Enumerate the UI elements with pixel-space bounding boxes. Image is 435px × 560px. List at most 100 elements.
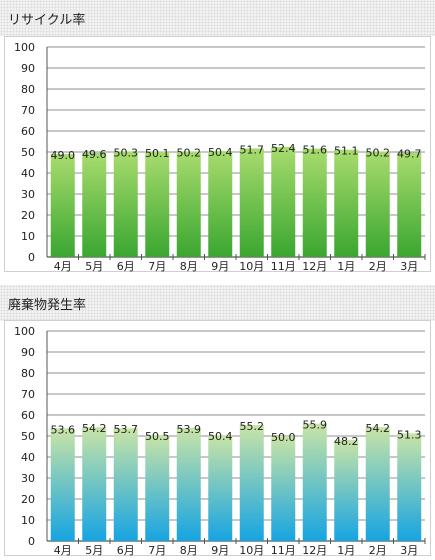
y-tick-label: 90 (21, 346, 35, 359)
waste-rate-header: 廃棄物発生率 (0, 285, 435, 321)
bar-value-label: 49.0 (51, 149, 76, 162)
x-category-label: 8月 (180, 544, 198, 557)
bar (50, 154, 75, 257)
bar-value-label: 53.6 (51, 423, 76, 436)
bar (82, 427, 107, 541)
bar-value-label: 54.2 (82, 422, 107, 435)
bar-value-label: 52.4 (271, 142, 296, 155)
bar-value-label: 53.9 (177, 423, 202, 436)
y-tick-label: 70 (21, 104, 35, 117)
bar (271, 436, 296, 541)
bar (113, 428, 138, 541)
x-category-label: 11月 (271, 260, 296, 273)
bar (397, 433, 422, 541)
x-category-label: 6月 (117, 260, 135, 273)
y-tick-label: 20 (21, 209, 35, 222)
bar-value-label: 50.2 (177, 147, 202, 160)
x-category-label: 2月 (369, 260, 387, 273)
y-tick-label: 30 (21, 188, 35, 201)
bar (239, 148, 264, 257)
bar-value-label: 50.2 (366, 147, 391, 160)
recycle-rate-chart: 0 10 20 30 40 50 60 70 80 90 100 49.0 4月 49.6 5月 50.3 6月… (4, 36, 431, 273)
bar (208, 435, 233, 541)
x-category-label: 4月 (54, 260, 72, 273)
x-category-label: 11月 (271, 544, 296, 557)
bar-value-label: 55.9 (303, 419, 328, 432)
recycle-rate-header: リサイクル率 (0, 0, 435, 36)
x-category-label: 10月 (239, 544, 264, 557)
bar (365, 151, 390, 257)
x-category-label: 6月 (117, 544, 135, 557)
waste-rate-title: 廃棄物発生率 (8, 298, 87, 313)
x-category-label: 3月 (400, 544, 418, 557)
y-tick-label: 10 (21, 230, 35, 243)
y-tick-label: 50 (21, 430, 35, 443)
chart-svg: 0 10 20 30 40 50 60 70 80 90 100 49.0 4月 49.6 5月 50.3 6月… (14, 41, 426, 273)
bar-value-label: 49.6 (82, 148, 107, 161)
bar (397, 152, 422, 257)
y-tick-label: 80 (21, 83, 35, 96)
x-category-label: 5月 (85, 544, 103, 557)
bar-value-label: 50.4 (208, 146, 233, 159)
bar-value-label: 50.5 (145, 430, 170, 443)
bar (365, 427, 390, 541)
y-tick-label: 60 (21, 409, 35, 422)
bar (271, 146, 296, 257)
bar (239, 425, 264, 541)
y-tick-label: 90 (21, 62, 35, 75)
bar (334, 439, 359, 541)
bar (302, 423, 327, 541)
bar (113, 151, 138, 257)
x-category-label: 10月 (239, 260, 264, 273)
chart-svg: 0 10 20 30 40 50 60 70 80 90 100 53.6 4月 54.2 5月 53.7 6月… (14, 325, 426, 557)
x-category-label: 7月 (148, 260, 166, 273)
bar-value-label: 48.2 (334, 435, 359, 448)
x-category-label: 9月 (211, 260, 229, 273)
y-tick-label: 70 (21, 388, 35, 401)
bar-value-label: 50.0 (271, 431, 296, 444)
x-category-label: 3月 (400, 260, 418, 273)
bar (82, 152, 107, 257)
x-category-label: 12月 (302, 544, 327, 557)
x-category-label: 7月 (148, 544, 166, 557)
bar (302, 148, 327, 257)
bar (145, 151, 170, 257)
y-tick-label: 40 (21, 451, 35, 464)
x-category-label: 9月 (211, 544, 229, 557)
y-tick-label: 10 (21, 514, 35, 527)
bar-value-label: 51.1 (334, 145, 359, 158)
y-tick-label: 100 (14, 41, 35, 54)
bar-value-label: 50.4 (208, 430, 233, 443)
x-category-label: 2月 (369, 544, 387, 557)
bar-value-label: 54.2 (366, 422, 391, 435)
bar-value-label: 51.3 (397, 428, 422, 441)
x-category-label: 1月 (337, 544, 355, 557)
y-tick-label: 50 (21, 146, 35, 159)
y-tick-label: 0 (28, 535, 35, 548)
bar (176, 151, 201, 257)
y-tick-label: 30 (21, 472, 35, 485)
x-category-label: 12月 (302, 260, 327, 273)
y-tick-label: 80 (21, 367, 35, 380)
x-category-label: 5月 (85, 260, 103, 273)
bar (145, 434, 170, 541)
x-category-label: 4月 (54, 544, 72, 557)
bar (176, 427, 201, 541)
bar-value-label: 53.7 (114, 423, 139, 436)
recycle-rate-title: リサイクル率 (8, 13, 86, 28)
bar-value-label: 51.7 (240, 143, 265, 156)
x-category-label: 1月 (337, 260, 355, 273)
waste-rate-chart: 0 10 20 30 40 50 60 70 80 90 100 53.6 4月 54.2 5月 53.7 6月… (4, 320, 431, 557)
y-tick-label: 20 (21, 493, 35, 506)
y-tick-label: 60 (21, 125, 35, 138)
bar-value-label: 50.3 (114, 146, 139, 159)
bar-value-label: 49.7 (397, 148, 422, 161)
y-tick-label: 0 (28, 251, 35, 264)
bar-value-label: 55.2 (240, 420, 265, 433)
y-tick-label: 100 (14, 325, 35, 338)
bar-value-label: 50.1 (145, 147, 170, 160)
bar (334, 149, 359, 257)
bar (208, 151, 233, 257)
x-category-label: 8月 (180, 260, 198, 273)
bar (50, 428, 75, 541)
